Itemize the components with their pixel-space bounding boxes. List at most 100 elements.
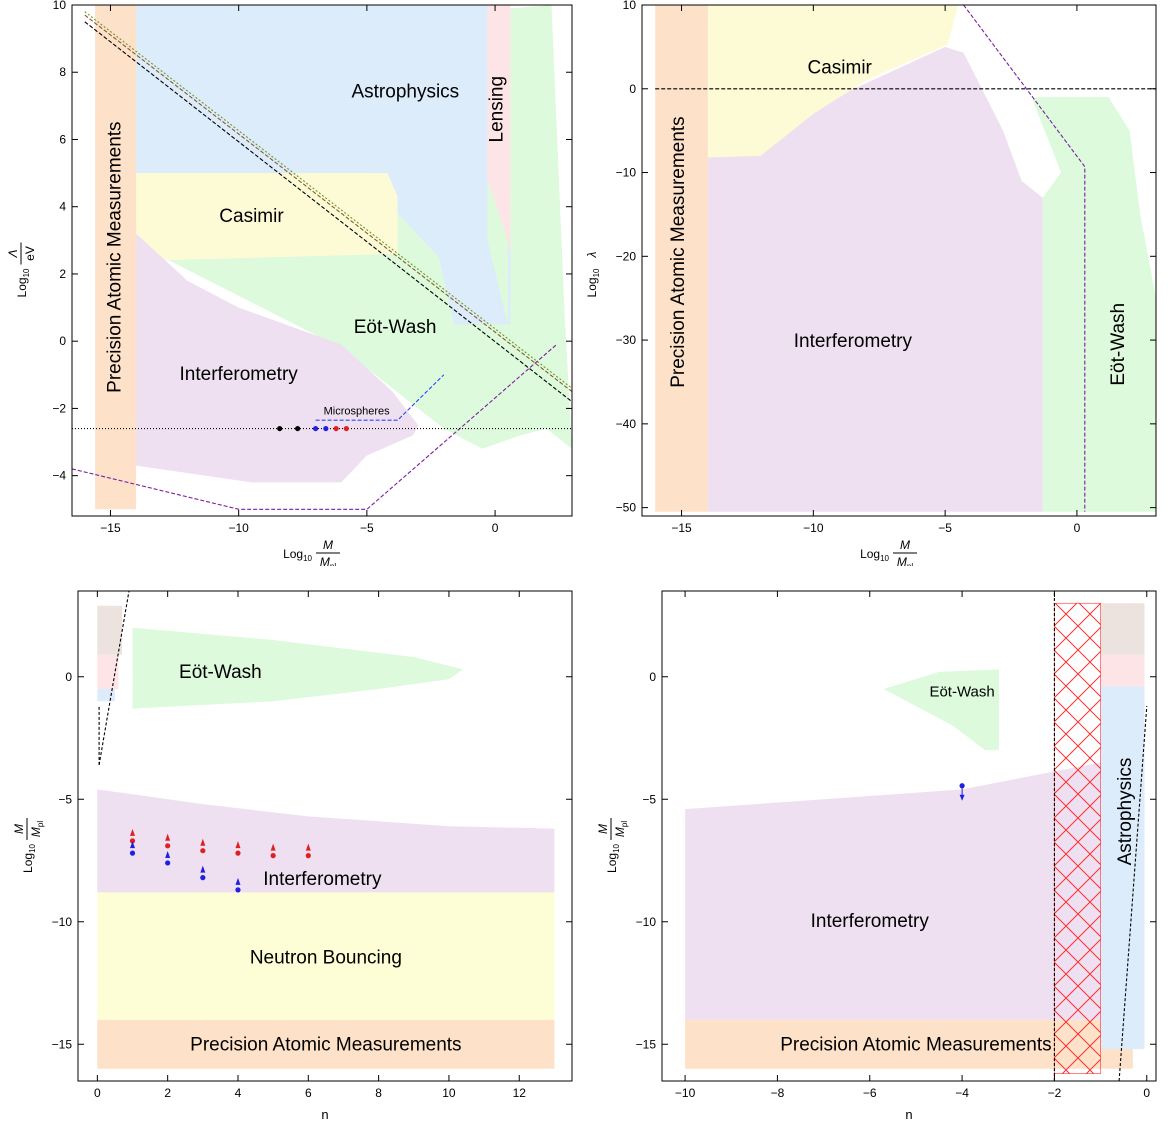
region-eotwash bbox=[132, 627, 463, 709]
region-label: Precision Atomic Measurements bbox=[105, 121, 126, 392]
x-tick-label: −10 bbox=[228, 521, 249, 535]
y-tick-label: −10 bbox=[616, 166, 637, 180]
chart-bottom-left-y-axis-label: Log10 M Mpl bbox=[12, 818, 45, 873]
y-tick-label: 10 bbox=[623, 0, 637, 12]
chart-top-right: Casimir Interferometry Eöt-Wash Precision A… bbox=[586, 0, 1171, 566]
chart-bottom-left-plot-area bbox=[97, 591, 555, 1069]
x-tick-label: −4 bbox=[955, 1086, 969, 1100]
y-tick-label: 0 bbox=[649, 670, 656, 684]
chart-top-right-x-axis-label: Log10 M Mpl bbox=[860, 538, 917, 566]
x-tick-label: 4 bbox=[235, 1086, 242, 1100]
y-tick-label: −5 bbox=[58, 792, 72, 806]
data-point bbox=[312, 425, 319, 432]
line-microsphere-bound bbox=[315, 374, 445, 421]
chart-bottom-right-plot-area bbox=[685, 591, 1148, 1081]
chart-bottom-right-y-axis-label: Log10 M Mpl bbox=[596, 818, 629, 873]
x-axis-denominator: Mpl bbox=[320, 555, 336, 566]
x-tick-label: −10 bbox=[803, 521, 824, 535]
chart-top-left: Astrophysics Lensing Casimir Eöt-Wash Interf… bbox=[0, 0, 585, 566]
line-brown-diag bbox=[84, 14, 572, 393]
y-tick-label: −20 bbox=[616, 249, 637, 263]
lower-bound-arrow bbox=[200, 838, 206, 846]
x-tick-label: −6 bbox=[863, 1086, 877, 1100]
x-axis-log: Log10 bbox=[283, 547, 312, 563]
upper-bound-arrow bbox=[959, 794, 965, 801]
lower-bound-arrow bbox=[235, 841, 241, 849]
lower-bound-arrow bbox=[129, 828, 135, 836]
x-tick-label: 0 bbox=[94, 1086, 101, 1100]
region-interf bbox=[97, 789, 555, 893]
region-atomic bbox=[95, 5, 137, 510]
chart-top-left-frame bbox=[71, 4, 573, 517]
y-tick-label: −15 bbox=[636, 1037, 657, 1051]
x-tick-label: −2 bbox=[1048, 1086, 1062, 1100]
region-label: Lensing bbox=[487, 76, 508, 143]
region-atomic bbox=[655, 5, 708, 512]
y-tick-label: 0 bbox=[65, 670, 72, 684]
data-point bbox=[200, 848, 206, 854]
line-black-diag bbox=[84, 21, 572, 403]
y-axis-denominator: Mpl bbox=[613, 821, 629, 837]
hatched-exclusion-region bbox=[1054, 602, 1101, 1074]
lower-bound-arrow bbox=[235, 877, 241, 885]
y-tick-label: −2 bbox=[52, 401, 66, 415]
region-label: Eöt-Wash bbox=[354, 317, 437, 338]
chart-bottom-right: Eöt-Wash Interferometry Precision Atomic M… bbox=[586, 566, 1171, 1131]
chart-bottom-left-x-axis-label: n bbox=[321, 1107, 328, 1122]
region-label: Interferometry bbox=[811, 911, 930, 932]
region-label: Precision Atomic Measurements bbox=[190, 1034, 461, 1055]
region-casimir bbox=[707, 5, 959, 158]
region-lensing bbox=[1100, 654, 1145, 687]
x-axis-title: n bbox=[905, 1107, 912, 1122]
y-tick-label: 6 bbox=[59, 132, 66, 146]
chart-top-left-y-axis-label: Log10 Λ eV bbox=[6, 242, 37, 297]
region-brown-strip bbox=[97, 605, 122, 655]
x-tick-label: −15 bbox=[100, 521, 121, 535]
line-purple-bound bbox=[72, 344, 557, 510]
y-tick-label: 0 bbox=[629, 82, 636, 96]
region-label: Interferometry bbox=[794, 331, 913, 352]
x-axis-log: Log10 bbox=[860, 547, 889, 563]
data-point bbox=[235, 850, 241, 856]
x-tick-label: 0 bbox=[1074, 521, 1081, 535]
y-tick-label: 0 bbox=[59, 334, 66, 348]
region-label: Precision Atomic Measurements bbox=[668, 116, 689, 387]
data-point bbox=[277, 425, 283, 432]
x-axis-title: n bbox=[321, 1107, 328, 1122]
region-atomic bbox=[97, 1019, 555, 1069]
data-point bbox=[235, 887, 241, 893]
data-point bbox=[129, 838, 136, 844]
data-point bbox=[343, 425, 349, 432]
region-label: Casimir bbox=[219, 206, 284, 227]
y-axis-log: Log10 bbox=[605, 843, 621, 872]
y-tick-label: −5 bbox=[642, 792, 656, 806]
lower-bound-arrow bbox=[165, 833, 171, 841]
y-tick-label: 4 bbox=[59, 200, 66, 214]
y-tick-label: 10 bbox=[53, 0, 67, 12]
region-label: Eöt-Wash bbox=[1108, 303, 1129, 386]
y-tick-label: −30 bbox=[616, 333, 637, 347]
lower-bound-arrow bbox=[165, 850, 171, 858]
data-point bbox=[165, 843, 171, 849]
lower-bound-arrow bbox=[305, 843, 311, 851]
region-label: Microspheres bbox=[324, 406, 391, 418]
chart-bottom-right-svg: Eöt-Wash Interferometry Precision Atomic M… bbox=[596, 590, 1157, 1122]
x-axis-numerator: M bbox=[323, 538, 333, 552]
line-dashed-a bbox=[98, 591, 130, 765]
region-label: Astrophysics bbox=[351, 81, 459, 102]
x-tick-label: 6 bbox=[305, 1086, 312, 1100]
data-point bbox=[270, 853, 276, 859]
y-tick-label: −10 bbox=[636, 915, 657, 929]
region-casimir bbox=[136, 173, 398, 261]
chart-bottom-right-frame bbox=[661, 590, 1157, 1082]
y-axis-denominator: eV bbox=[23, 246, 37, 261]
x-tick-label: 12 bbox=[513, 1086, 527, 1100]
region-lensing bbox=[487, 5, 511, 254]
region-label: Eöt-Wash bbox=[929, 684, 994, 701]
y-tick-label: −50 bbox=[616, 501, 637, 515]
y-axis-numerator: Λ bbox=[6, 249, 20, 258]
chart-bottom-right-x-axis-label: n bbox=[905, 1107, 912, 1122]
y-tick-label: 8 bbox=[59, 65, 66, 79]
region-brown bbox=[1100, 603, 1145, 655]
y-axis-log: Log10 bbox=[21, 843, 37, 872]
